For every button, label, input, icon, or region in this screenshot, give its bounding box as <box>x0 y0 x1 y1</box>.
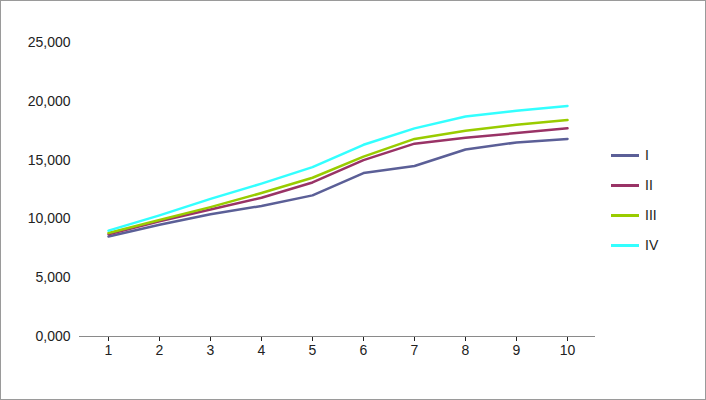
svg-text:10,000: 10,000 <box>28 210 71 226</box>
svg-text:6: 6 <box>360 342 368 358</box>
svg-text:1: 1 <box>105 342 113 358</box>
svg-text:15,000: 15,000 <box>28 152 71 168</box>
svg-text:25,000: 25,000 <box>28 34 71 50</box>
svg-text:9: 9 <box>513 342 521 358</box>
svg-text:0,000: 0,000 <box>35 328 70 344</box>
html-text:III: III <box>645 207 657 223</box>
svg-text:3: 3 <box>207 342 215 358</box>
html-text:II: II <box>645 177 653 193</box>
svg-text:2: 2 <box>156 342 164 358</box>
svg-text:10: 10 <box>560 342 576 358</box>
svg-text:5: 5 <box>309 342 317 358</box>
svg-text:20,000: 20,000 <box>28 93 71 109</box>
html-text:I: I <box>645 147 649 163</box>
svg-text:8: 8 <box>462 342 470 358</box>
svg-text:5,000: 5,000 <box>35 269 70 285</box>
svg-text:7: 7 <box>411 342 419 358</box>
svg-text:4: 4 <box>258 342 266 358</box>
html-text:IV: IV <box>645 237 659 253</box>
